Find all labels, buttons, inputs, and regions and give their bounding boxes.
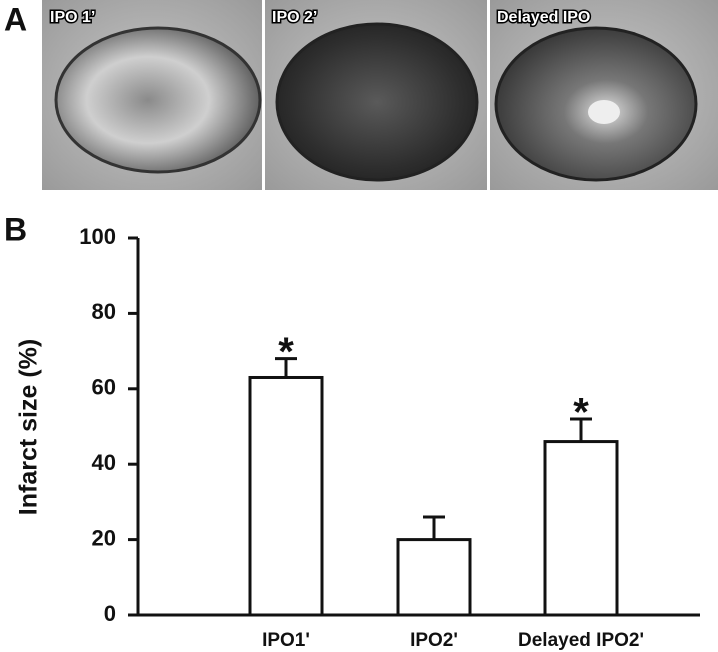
- bar: [396, 538, 472, 617]
- panel-label: B: [4, 211, 27, 247]
- significance-label: *: [573, 391, 589, 435]
- photo-label: Delayed IPO: [497, 9, 590, 26]
- error-bar: [275, 357, 297, 378]
- y-tick-label: 40: [92, 450, 116, 475]
- error-bar: [570, 417, 592, 442]
- bar: [248, 375, 324, 617]
- photo-label: IPO 1’: [50, 9, 95, 26]
- y-tick-label: 80: [92, 299, 116, 324]
- panel-label: A: [4, 1, 27, 37]
- y-axis-label: Infarct size (%): [15, 339, 43, 515]
- y-tick-label: 20: [92, 525, 116, 550]
- x-tick-label: Delayed IPO2': [518, 630, 644, 651]
- significance-label: *: [278, 330, 294, 374]
- bar: [543, 440, 619, 617]
- x-tick-label: IPO2': [410, 630, 458, 651]
- error-bar: [423, 515, 445, 540]
- y-tick-label: 100: [79, 224, 116, 249]
- photo-label: IPO 2’: [272, 9, 317, 26]
- y-tick-label: 60: [92, 375, 116, 400]
- y-tick-label: 0: [104, 601, 116, 626]
- x-tick-label: IPO1': [262, 630, 310, 651]
- photo-panel: [42, 0, 718, 190]
